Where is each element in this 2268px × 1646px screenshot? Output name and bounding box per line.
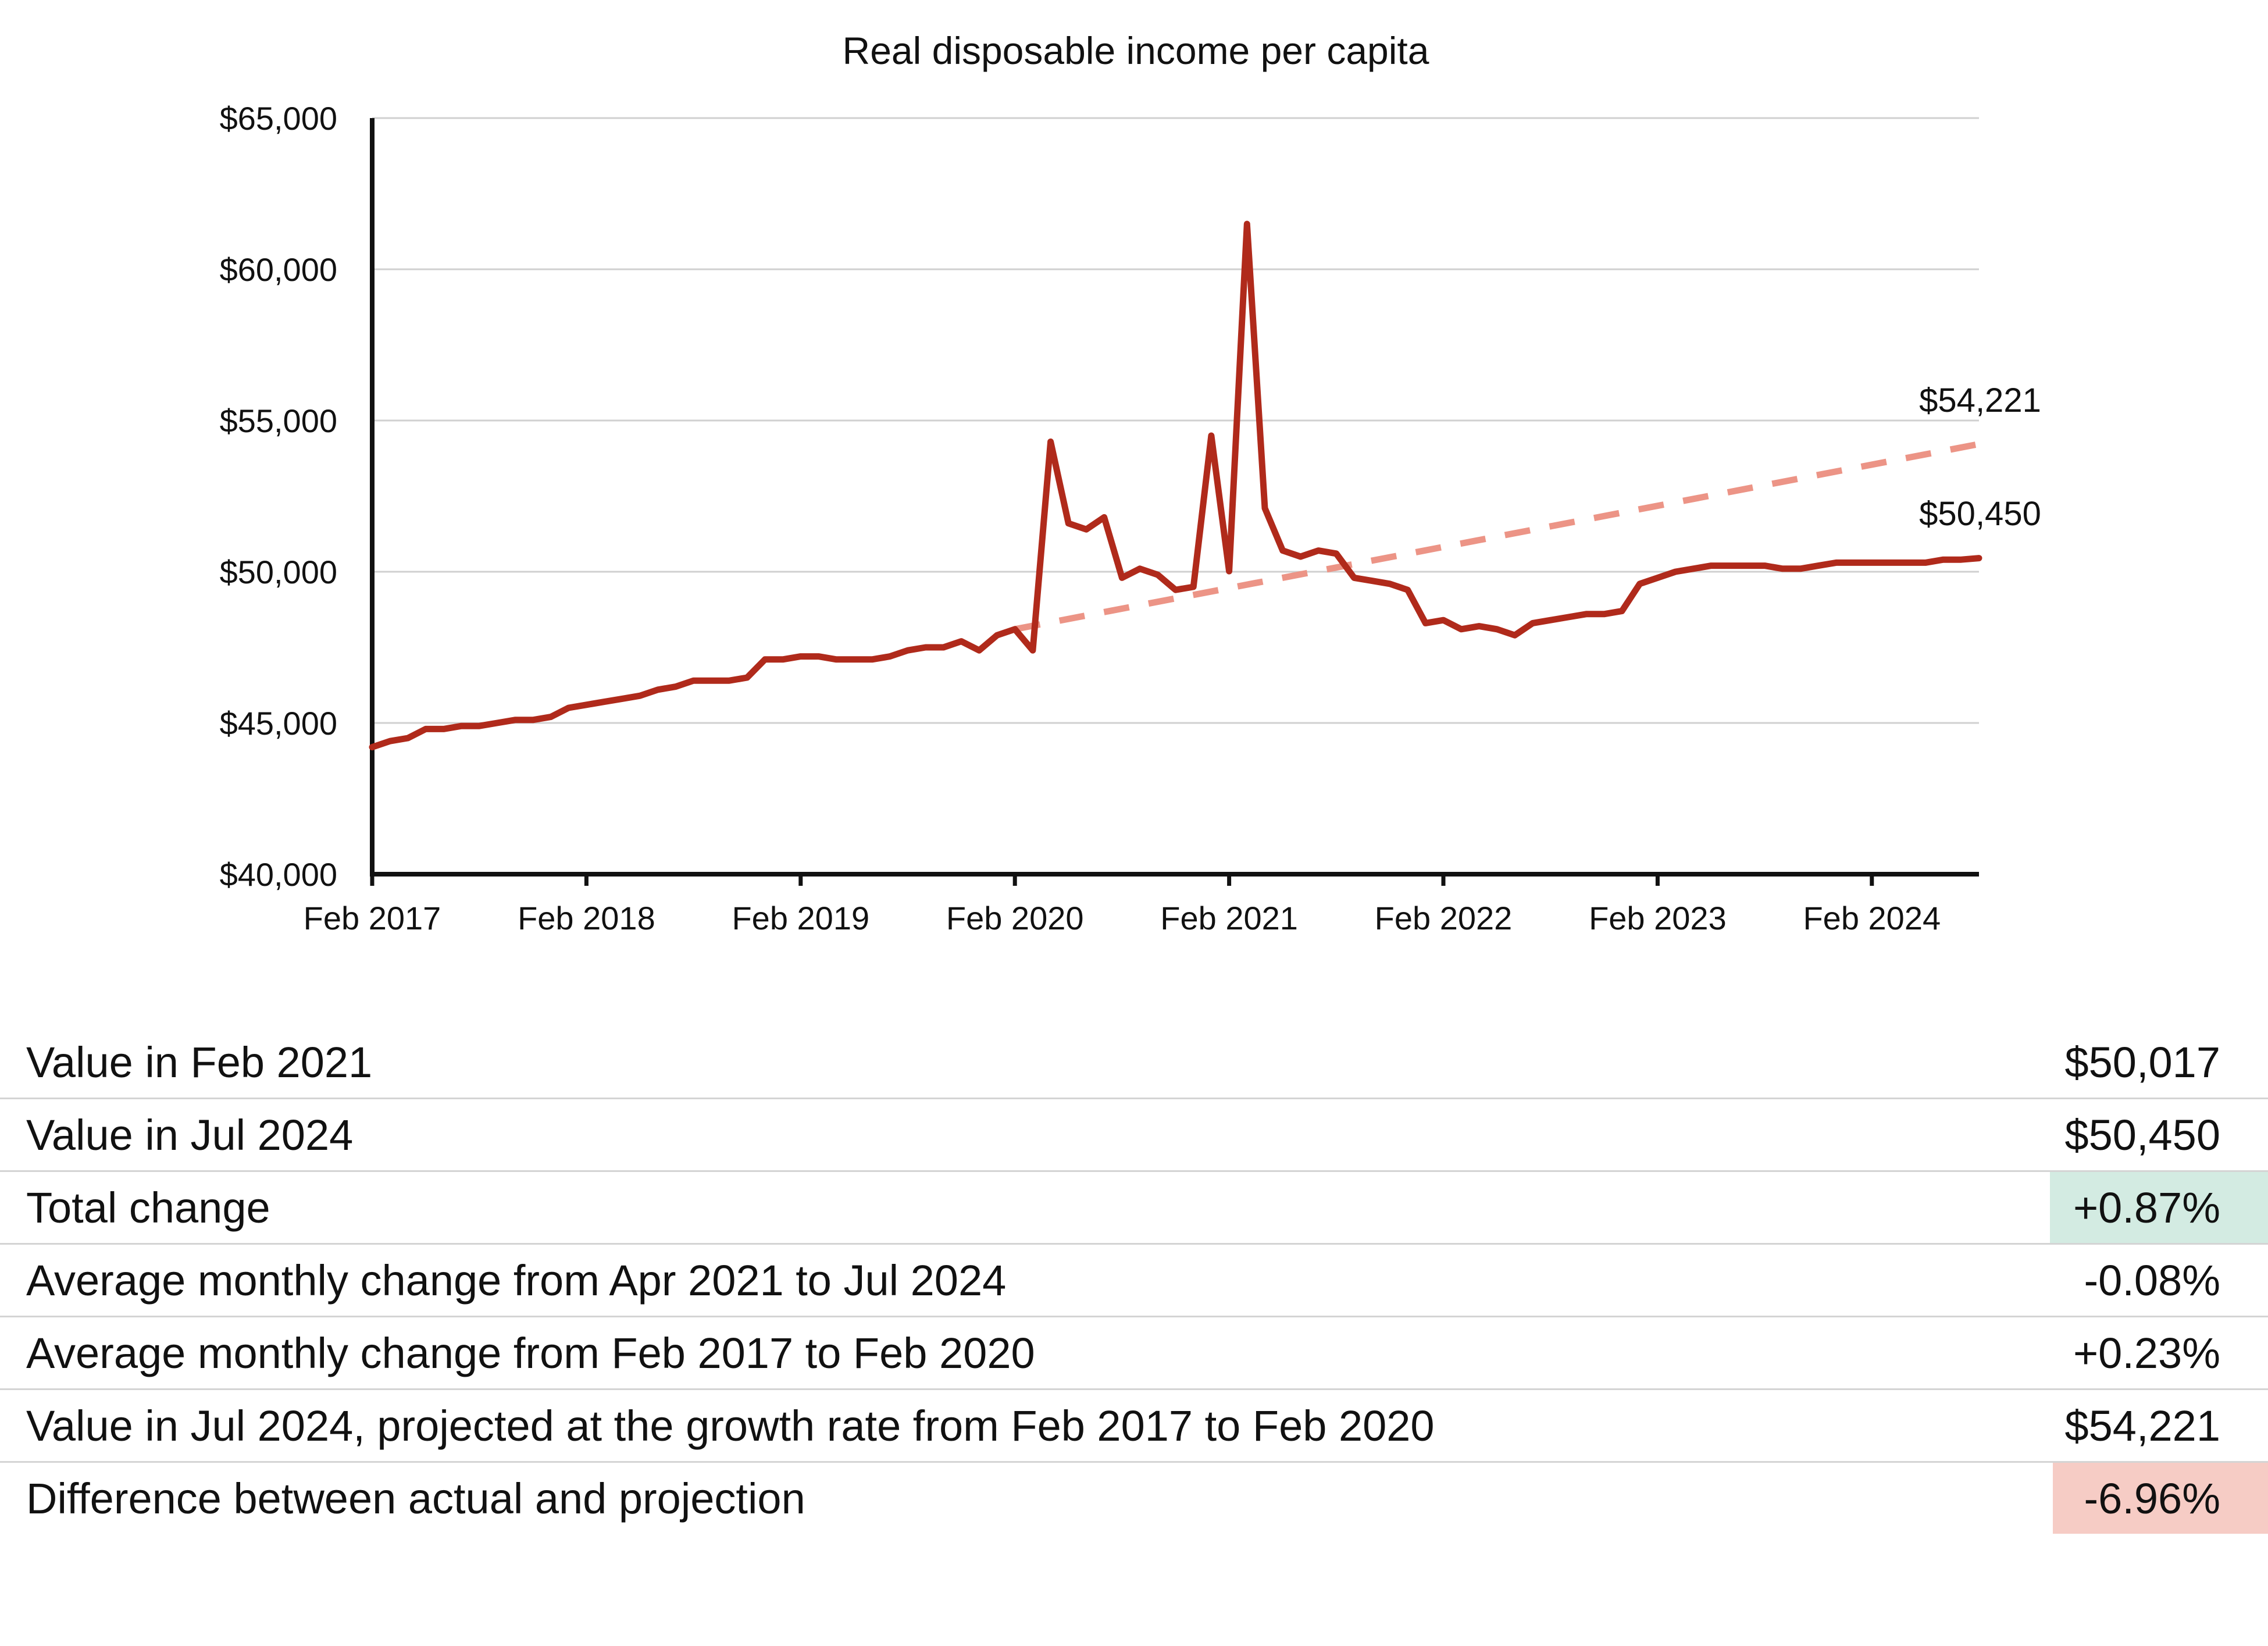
stats-row: Total change +0.87% <box>0 1172 2268 1245</box>
stats-label: Value in Jul 2024, projected at the grow… <box>26 1402 1435 1450</box>
y-tick-label: $55,000 <box>220 402 337 439</box>
y-tick-label: $40,000 <box>220 856 337 893</box>
stats-value: $50,450 <box>2064 1111 2221 1159</box>
stats-value: $54,221 <box>2064 1402 2221 1450</box>
stats-row: Average monthly change from Feb 2017 to … <box>0 1317 2268 1390</box>
stats-value: -0.08% <box>2084 1256 2220 1305</box>
x-tick-label: Feb 2018 <box>518 900 655 936</box>
x-tick-label: Feb 2019 <box>732 900 869 936</box>
chart-title: Real disposable income per capita <box>843 29 1429 72</box>
stats-label: Average monthly change from Apr 2021 to … <box>26 1256 1007 1305</box>
x-tick-label: Feb 2020 <box>946 900 1084 936</box>
stats-label: Value in Feb 2021 <box>26 1038 373 1086</box>
x-axis-ticks: Feb 2017 Feb 2018 Feb 2019 Feb 2020 Feb 2021… <box>304 874 1941 936</box>
stats-row: Value in Feb 2021 $50,017 <box>0 1027 2268 1099</box>
y-tick-label: $45,000 <box>220 705 337 742</box>
stats-row: Value in Jul 2024 $50,450 <box>0 1099 2268 1172</box>
stats-value: +0.23% <box>2073 1329 2220 1377</box>
stats-value: -6.96% <box>2053 1463 2268 1534</box>
projection-line <box>1014 441 1980 633</box>
projection-end-label: $54,221 <box>1919 382 2041 419</box>
y-tick-label: $50,000 <box>220 554 337 590</box>
stats-label: Difference between actual and projection <box>26 1474 805 1523</box>
stats-row: Value in Jul 2024, projected at the grow… <box>0 1390 2268 1463</box>
y-tick-label: $60,000 <box>220 251 337 288</box>
stats-label: Total change <box>26 1184 270 1232</box>
x-tick-label: Feb 2024 <box>1803 900 1941 936</box>
actual-end-label: $50,450 <box>1919 495 2041 533</box>
stats-row: Average monthly change from Apr 2021 to … <box>0 1245 2268 1317</box>
income-line-chart: Real disposable income per capita $40,00… <box>220 29 2041 936</box>
gridlines <box>372 117 1979 724</box>
x-tick-label: Feb 2021 <box>1160 900 1298 936</box>
x-tick-label: Feb 2023 <box>1589 900 1727 936</box>
stats-value: +0.87% <box>2049 1172 2268 1243</box>
summary-stats-table: Value in Feb 2021 $50,017 Value in Jul 202… <box>0 1027 2268 1534</box>
stats-value: $50,017 <box>2064 1038 2221 1086</box>
x-tick-label: Feb 2022 <box>1375 900 1513 936</box>
x-tick-label: Feb 2017 <box>304 900 441 936</box>
y-tick-label: $65,000 <box>220 100 337 137</box>
stats-row: Difference between actual and projection… <box>0 1463 2268 1534</box>
income-series-line <box>369 220 1982 751</box>
stats-label: Value in Jul 2024 <box>26 1111 354 1159</box>
y-tick-labels: $40,000 $45,000 $50,000 $55,000 $60,000 $65,0… <box>220 100 337 893</box>
stats-label: Average monthly change from Feb 2017 to … <box>26 1329 1035 1377</box>
